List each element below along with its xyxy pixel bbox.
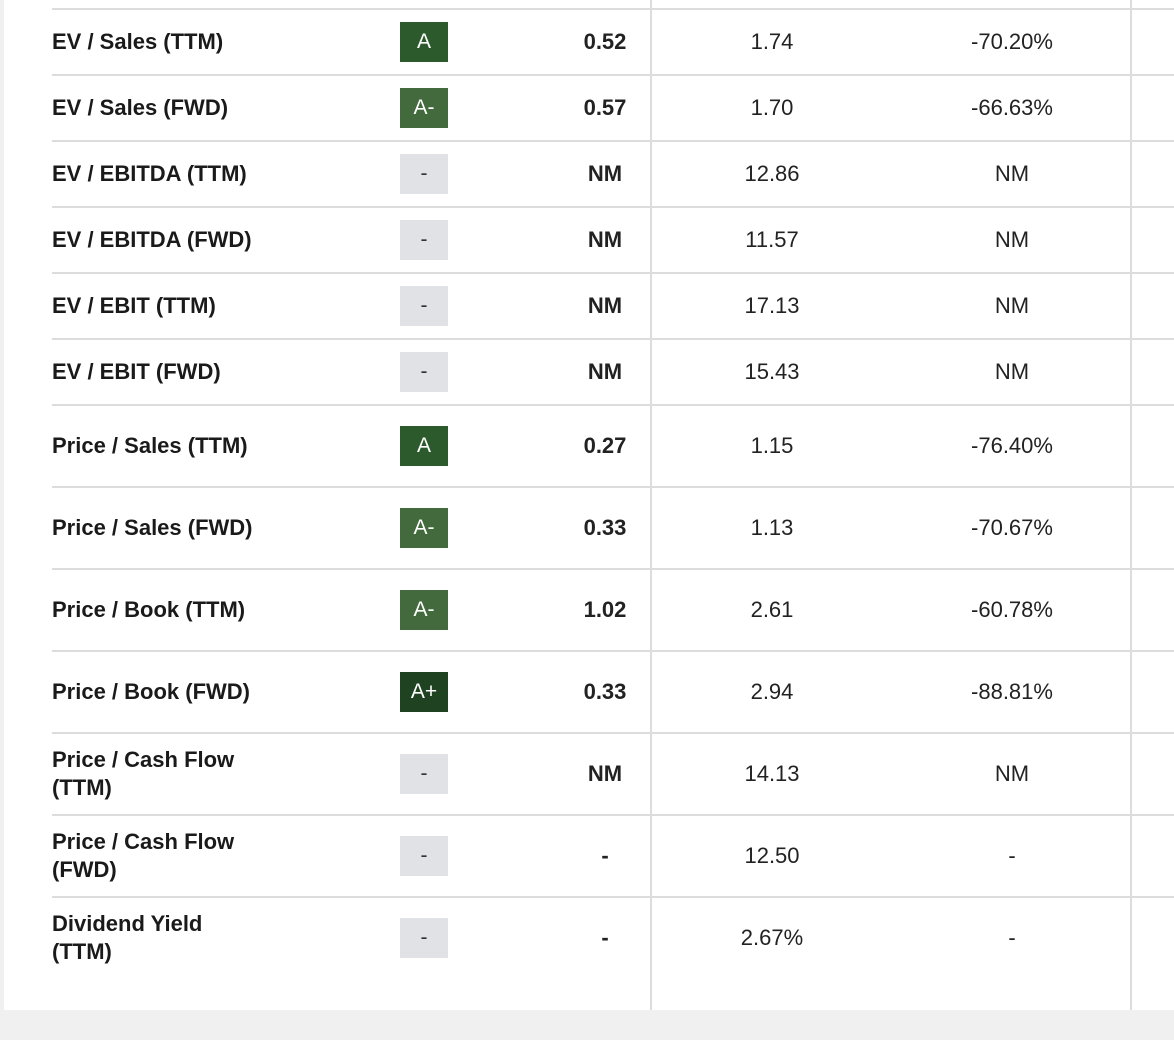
sector-median: 1.13 (750, 515, 794, 540)
column-divider (650, 0, 652, 1010)
sector-median: 2.67% (740, 925, 804, 950)
grade-badge: A- (400, 508, 448, 548)
company-value: 0.33 (583, 679, 627, 704)
metric-name: Price / Sales (FWD) (52, 515, 253, 540)
company-value: 0.33 (583, 515, 627, 540)
sector-median: 12.50 (744, 843, 800, 868)
grade-badge: - (400, 836, 448, 876)
company-value: - (601, 843, 609, 868)
sector-median: 17.13 (744, 293, 800, 318)
metric-name: Dividend Yield (TTM) (52, 911, 203, 964)
sector-median: 1.70 (750, 95, 794, 120)
percent-difference: - (1008, 925, 1016, 950)
percent-difference: NM (994, 359, 1030, 384)
grade-badge: - (400, 154, 448, 194)
grade-cell: - (400, 208, 448, 272)
grade-cell: A- (400, 570, 448, 650)
company-value: NM (587, 359, 623, 384)
percent-difference: -88.81% (971, 679, 1053, 704)
table-row: Price / Sales (TTM) A 0.27 1.15 -76.40% (52, 404, 1174, 486)
metric-name: EV / EBITDA (FWD) (52, 227, 252, 252)
percent-difference: -76.40% (971, 433, 1053, 458)
percent-difference: -66.63% (971, 95, 1053, 120)
sector-median: 11.57 (745, 227, 799, 252)
table-row: EV / EBIT (TTM) - NM 17.13 NM (52, 272, 1174, 338)
table-row: Price / Cash Flow (TTM) - NM 14.13 NM (52, 732, 1174, 814)
percent-difference: NM (994, 227, 1030, 252)
percent-difference: -70.20% (971, 29, 1053, 54)
table-row: EV / Sales (TTM) A 0.52 1.74 -70.20% (52, 8, 1174, 74)
grade-badge: A- (400, 88, 448, 128)
metric-name: Price / Book (FWD) (52, 679, 251, 704)
sector-median: 2.94 (750, 679, 794, 704)
metric-name: Price / Sales (TTM) (52, 433, 248, 458)
grade-cell: - (400, 816, 448, 896)
sector-median: 2.61 (750, 597, 794, 622)
grade-cell: - (400, 734, 448, 814)
table-row: Price / Book (FWD) A+ 0.33 2.94 -88.81% (52, 650, 1174, 732)
grade-cell: - (400, 898, 448, 978)
grade-badge: - (400, 286, 448, 326)
grade-cell: A- (400, 488, 448, 568)
grade-cell: - (400, 274, 448, 338)
company-value: NM (587, 293, 623, 318)
sector-median: 15.43 (744, 359, 800, 384)
grade-badge: - (400, 220, 448, 260)
table-row: EV / EBIT (FWD) - NM 15.43 NM (52, 338, 1174, 404)
grade-badge: A- (400, 590, 448, 630)
company-value: 0.57 (583, 95, 627, 120)
grade-cell: A- (400, 76, 448, 140)
company-value: NM (587, 227, 623, 252)
sector-median: 12.86 (744, 161, 800, 186)
metric-name: EV / EBIT (TTM) (52, 293, 216, 318)
company-value: 0.27 (583, 433, 627, 458)
metric-name: EV / Sales (FWD) (52, 95, 229, 120)
column-divider (1130, 0, 1132, 1010)
table-row: Price / Cash Flow (FWD) - - 12.50 - (52, 814, 1174, 896)
company-value: 0.52 (583, 29, 627, 54)
percent-difference: -70.67% (971, 515, 1053, 540)
company-value: 1.02 (583, 597, 627, 622)
grade-cell: - (400, 340, 448, 404)
company-value: NM (587, 761, 623, 786)
grade-badge: A (400, 426, 448, 466)
percent-difference: NM (994, 161, 1030, 186)
sector-median: 1.74 (750, 29, 794, 54)
sector-median: 14.13 (744, 761, 800, 786)
grade-badge: - (400, 352, 448, 392)
percent-difference: NM (994, 761, 1030, 786)
table-row: Price / Sales (FWD) A- 0.33 1.13 -70.67% (52, 486, 1174, 568)
metric-name: EV / EBITDA (TTM) (52, 161, 247, 186)
grade-cell: - (400, 142, 448, 206)
grade-badge: A+ (400, 672, 448, 712)
metric-name: EV / EBIT (FWD) (52, 359, 221, 384)
grade-badge: - (400, 918, 448, 958)
company-value: NM (587, 161, 623, 186)
grade-badge: - (400, 754, 448, 794)
valuation-table: EV / Sales (TTM) A 0.52 1.74 -70.20% EV / Sal… (4, 0, 1174, 1010)
table-row: EV / EBITDA (FWD) - NM 11.57 NM (52, 206, 1174, 272)
sector-median: 1.15 (750, 433, 794, 458)
grade-cell: A (400, 10, 448, 74)
percent-difference: NM (994, 293, 1030, 318)
grade-badge: A (400, 22, 448, 62)
metric-name: EV / Sales (TTM) (52, 29, 224, 54)
metric-name: Price / Cash Flow (TTM) (52, 747, 235, 800)
percent-difference: -60.78% (971, 597, 1053, 622)
grade-cell: A+ (400, 652, 448, 732)
table-row: EV / Sales (FWD) A- 0.57 1.70 -66.63% (52, 74, 1174, 140)
table-row: Dividend Yield (TTM) - - 2.67% - (52, 896, 1174, 978)
metric-name: Price / Cash Flow (FWD) (52, 829, 235, 882)
table-row: EV / EBITDA (TTM) - NM 12.86 NM (52, 140, 1174, 206)
company-value: - (601, 925, 609, 950)
table-row: Price / Book (TTM) A- 1.02 2.61 -60.78% (52, 568, 1174, 650)
grade-cell: A (400, 406, 448, 486)
percent-difference: - (1008, 843, 1016, 868)
metric-name: Price / Book (TTM) (52, 597, 246, 622)
